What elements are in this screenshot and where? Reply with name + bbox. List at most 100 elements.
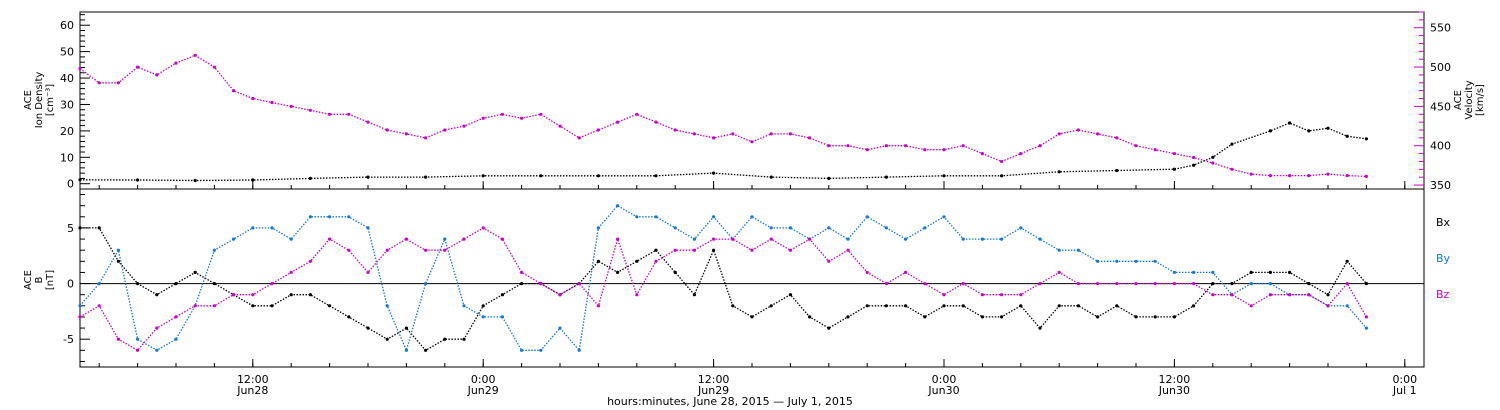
density-point [1057, 170, 1061, 174]
density-point [1307, 129, 1311, 133]
velocity-point [1192, 155, 1196, 160]
bz-point [212, 304, 216, 308]
bz-point [923, 282, 927, 286]
density-point [481, 174, 485, 178]
velocity-point [596, 128, 601, 132]
bx-point [884, 304, 889, 308]
bz-point [1000, 293, 1004, 297]
bx-point [712, 248, 716, 252]
bx-point [520, 282, 524, 286]
velocity-point [520, 116, 524, 120]
velocity-point [577, 136, 581, 140]
by-point [654, 215, 658, 219]
by-point [212, 248, 216, 252]
velocity-point [904, 144, 908, 148]
x-tick-label-day: Jun29 [697, 384, 729, 397]
bx-point [1019, 304, 1023, 308]
velocity-point [1288, 174, 1292, 178]
bx-point [1115, 304, 1119, 308]
density-point [1230, 142, 1234, 146]
density-point [1364, 137, 1368, 141]
bx-point [1038, 326, 1042, 330]
x-tick-label-time: 0:00 [1392, 373, 1417, 386]
bz-point [1268, 293, 1272, 297]
density-point [769, 175, 773, 179]
bz-point [942, 293, 946, 297]
by-point [961, 237, 965, 241]
bx-point [846, 315, 850, 319]
velocity-point [1172, 152, 1176, 156]
bz-point [347, 248, 351, 252]
bx-point [347, 315, 351, 319]
by-point [616, 204, 620, 208]
bz-point [97, 304, 101, 308]
bx-point [1076, 304, 1080, 308]
velocity-point [750, 140, 754, 144]
velocity-point [1364, 174, 1368, 178]
x-tick-label-time: 0:00 [932, 373, 957, 386]
bx-point [1288, 270, 1292, 274]
bz-point [1364, 315, 1368, 319]
velocity-point [616, 120, 620, 124]
by-point [404, 348, 408, 352]
bz-point [654, 259, 658, 263]
by-point [750, 215, 754, 219]
bz-point [366, 270, 370, 274]
by-point [673, 226, 677, 230]
bz-point [1076, 282, 1080, 286]
density-point [1192, 163, 1196, 167]
bx-point [865, 304, 869, 308]
velocity-axis-title: ACEVelocity[km/s] [1453, 80, 1486, 119]
bx-point [78, 226, 82, 230]
bz-point [1326, 304, 1330, 308]
bz-point [731, 237, 735, 241]
velocity-point [500, 112, 504, 116]
bz-point [865, 270, 869, 274]
bz-point [1038, 282, 1042, 286]
velocity-point [539, 112, 543, 116]
bz-point [232, 293, 236, 297]
by-point [366, 226, 370, 230]
by-point [788, 226, 793, 230]
velocity-point [404, 132, 408, 136]
velocity-point [654, 120, 658, 124]
by-point [347, 215, 351, 219]
density-tick-label: 50 [60, 46, 74, 59]
by-point [270, 226, 274, 230]
by-point [692, 237, 697, 241]
velocity-line [79, 54, 1367, 178]
bz-point [462, 237, 466, 241]
bz-point [712, 237, 716, 241]
by-line [79, 204, 1367, 353]
by-point [1057, 248, 1061, 252]
bx-point [212, 282, 216, 286]
density-point [654, 174, 658, 178]
velocity-point [1307, 174, 1311, 178]
density-point [136, 178, 140, 182]
density-line [79, 122, 1367, 182]
bx-point [1364, 282, 1368, 286]
bz-point [270, 282, 274, 286]
bx-point [673, 270, 677, 274]
by-point [980, 237, 985, 241]
density-tick-label: 10 [60, 151, 74, 164]
density-tick-label: 0 [67, 178, 74, 191]
bx-point [155, 293, 159, 297]
bx-point [731, 304, 735, 308]
bx-point [596, 259, 601, 263]
by-point [1364, 326, 1368, 330]
bz-point [155, 326, 159, 330]
bz-point [136, 348, 140, 352]
velocity-point [788, 132, 793, 136]
bx-point [692, 293, 697, 297]
bz-point [1192, 282, 1196, 286]
velocity-point [1038, 144, 1042, 148]
b-tick-label: 0 [67, 278, 74, 291]
by-point [596, 226, 601, 230]
by-point [1000, 237, 1004, 241]
bz-point [308, 259, 312, 263]
density-point [424, 175, 428, 179]
velocity-point [1134, 144, 1138, 148]
bz-point [1153, 282, 1157, 286]
by-point [827, 226, 831, 230]
